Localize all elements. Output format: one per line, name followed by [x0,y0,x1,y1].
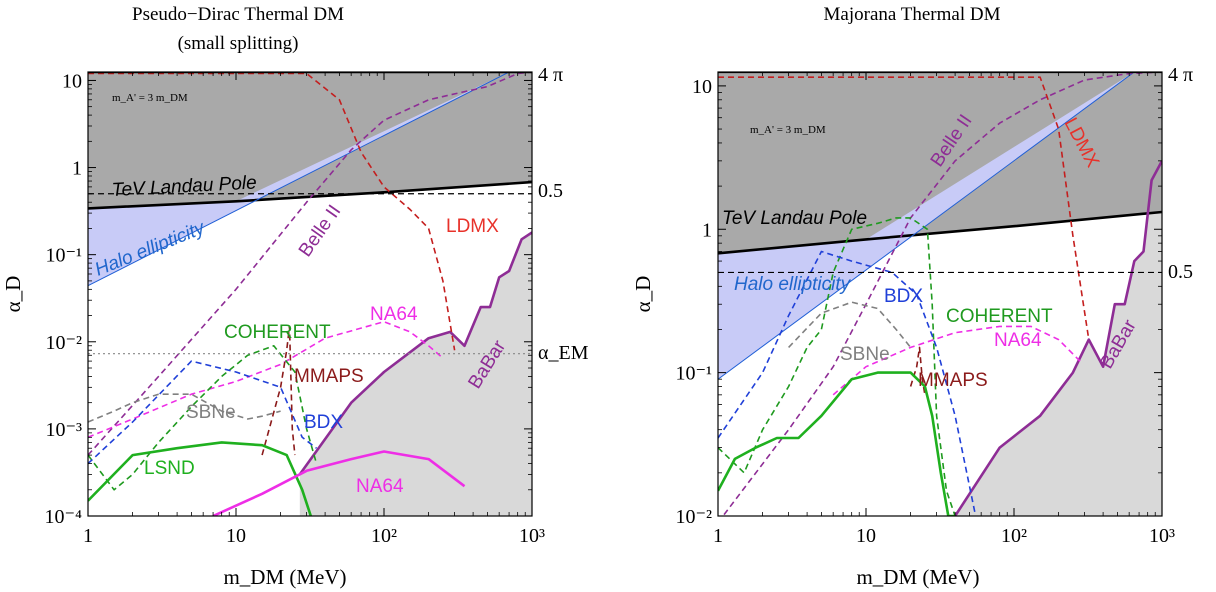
left-subtitle: (small splitting) [178,33,299,54]
y-tick-label: 10 [62,70,82,92]
right-reference-lines [718,72,1162,274]
series-halo-ellipticity-solid [88,72,510,287]
landau-excluded-region [88,72,532,209]
right-mass-ratio-note: m_A' = 3 m_DM [750,124,826,136]
right-series-group [718,72,1162,516]
x-tick-label: 10³ [1149,525,1175,547]
y-tick-label: 1 [702,219,712,241]
x-tick-label: 10³ [519,525,545,547]
x-tick-label: 10 [856,525,876,547]
left-panel: Pseudo−Dirac Thermal DM (small splitting… [1,4,589,589]
series-tev-landau-pole-solid [718,210,1162,255]
y-tick-label: 1 [72,158,82,180]
series-belle-ii-dashed [722,72,1162,516]
right-axis-ticks: 1 10 10² 10³ 10⁻² 10⁻¹ 1 10 [675,72,1175,547]
left-label-na64-dashed: NA64 [370,304,418,325]
right-panel: Majorana Thermal DM 1 10 10² 10³ 10⁻² 10⁻¹ 1 10… [631,4,1193,589]
right-label-na64: NA64 [994,330,1042,351]
series-na64-dashed [88,320,444,439]
series-mmaps-dashed [909,346,926,395]
series-lsnd-solid [88,441,313,516]
left-right-label-4pi: 4 π [538,64,563,86]
y-tick-label: 10⁻² [675,506,712,528]
left-label-na64-solid: NA64 [356,476,404,497]
series-sbne-dashed [88,393,281,423]
right-right-label-4pi: 4 π [1168,64,1193,86]
x-tick-label: 10² [1001,525,1027,547]
left-right-label-alpha-em: α_EM [538,342,589,364]
left-label-coherent: COHERENT [224,322,331,343]
x-tick-label: 10² [371,525,397,547]
right-label-halo: Halo ellipticity [734,274,852,295]
right-plot-frame [717,71,1163,517]
left-label-bdx: BDX [304,412,343,433]
left-mass-ratio-note: m_A' = 3 m_DM [112,92,188,104]
left-label-mmaps: MMAPS [294,366,364,387]
y-tick-label: 10⁻² [45,332,82,354]
x-tick-label: 1 [713,525,723,547]
series-halo-ellipticity-solid [718,72,1135,380]
right-label-mmaps: MMAPS [918,370,988,391]
left-title: Pseudo−Dirac Thermal DM [132,4,344,25]
right-title: Majorana Thermal DM [824,4,1001,25]
series-bdx-dashed [718,250,977,516]
series-sbne-dashed [788,301,912,348]
left-plot-area [88,72,532,516]
left-series-group [88,72,532,516]
right-y-axis-title: α_D [631,276,655,313]
left-x-axis-title: m_DM (MeV) [223,565,346,589]
left-label-lsnd: LSND [144,458,195,479]
right-label-landau: TeV Landau Pole [722,208,867,229]
x-tick-label: 10 [226,525,246,547]
babar-excluded-region [955,160,1162,516]
y-tick-label: 10⁻⁴ [44,506,82,528]
series-ldmx-dashed [88,72,456,351]
left-reference-lines [88,72,532,355]
left-right-label-half: 0.5 [538,180,563,202]
right-right-label-half: 0.5 [1168,261,1193,283]
right-label-bdx: BDX [884,286,923,307]
landau-excluded-region [718,72,1162,254]
x-tick-label: 1 [83,525,93,547]
left-plot-frame [87,71,533,517]
right-plot-area [718,72,1162,516]
y-tick-label: 10⁻¹ [675,363,712,385]
y-tick-label: 10⁻³ [45,419,82,441]
series-ldmx-dashed [718,76,1090,340]
left-label-ldmx: LDMX [446,216,499,237]
y-tick-label: 10 [692,76,712,98]
series-tev-landau-pole-solid [88,180,532,210]
series-coherent-solid [718,371,956,516]
babar-excluded-region [299,232,532,516]
left-label-sbne: SBNe [186,402,236,423]
series-belle-ii-dashed [88,72,532,456]
series-coherent-dashed [88,344,318,491]
series-babar-solid [954,160,1162,516]
series-bdx-dashed [88,360,317,465]
left-axis-ticks: 1 10 10² 10³ 10⁻⁴ 10⁻³ 10⁻² 10⁻¹ 1 10 [44,70,545,547]
right-label-coherent: COHERENT [946,306,1053,327]
series-babar-solid [298,231,532,476]
series-na64-solid [212,450,466,516]
left-y-axis-title: α_D [1,276,25,313]
right-x-axis-title: m_DM (MeV) [856,565,979,589]
series-na64-dashed [832,325,1081,396]
y-tick-label: 10⁻¹ [45,245,82,267]
right-label-sbne: SBNe [840,344,890,365]
series-mmaps-dashed [261,325,296,456]
left-label-belle: Belle II [295,201,346,261]
